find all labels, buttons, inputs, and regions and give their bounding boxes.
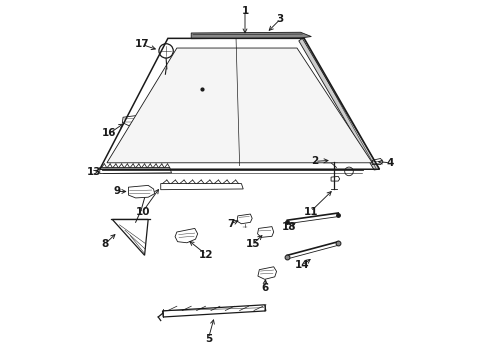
Text: 2: 2 bbox=[311, 156, 318, 166]
Polygon shape bbox=[191, 32, 311, 39]
Text: 8: 8 bbox=[101, 239, 109, 249]
Polygon shape bbox=[107, 48, 372, 163]
Text: 6: 6 bbox=[261, 283, 269, 293]
Text: 12: 12 bbox=[199, 249, 214, 260]
Text: 15: 15 bbox=[245, 239, 260, 249]
Text: 13: 13 bbox=[87, 167, 101, 177]
Text: 7: 7 bbox=[227, 219, 234, 229]
Text: 1: 1 bbox=[242, 6, 248, 17]
Text: 11: 11 bbox=[303, 207, 318, 217]
Text: 16: 16 bbox=[102, 129, 117, 138]
Polygon shape bbox=[299, 39, 379, 170]
Text: 14: 14 bbox=[295, 260, 310, 270]
Text: 9: 9 bbox=[113, 186, 120, 197]
Text: 5: 5 bbox=[205, 333, 212, 343]
Text: 4: 4 bbox=[387, 158, 394, 168]
Text: 3: 3 bbox=[276, 14, 284, 24]
Text: 18: 18 bbox=[281, 222, 296, 232]
Text: 10: 10 bbox=[136, 207, 150, 217]
Text: 17: 17 bbox=[134, 40, 149, 49]
